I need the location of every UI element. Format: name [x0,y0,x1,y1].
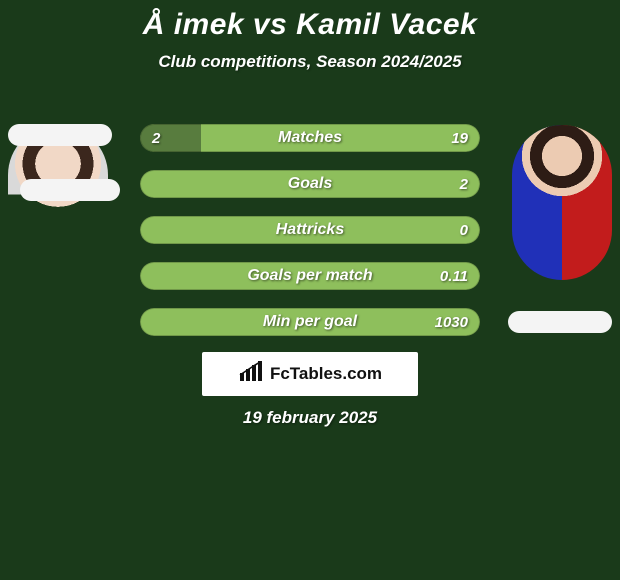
brand-text: FcTables.com [270,364,382,384]
stat-value-right: 0.11 [440,262,468,290]
stat-label: Goals per match [140,262,480,290]
date-label: 19 february 2025 [0,408,620,428]
comparison-card: Å imek vs Kamil Vacek Club competitions,… [0,0,620,580]
player-right-name-pill [508,311,612,333]
barchart-icon [238,361,264,388]
player-left-name-pill [8,124,112,146]
stat-bar: Goals per match0.11 [140,262,480,290]
stat-bar: Min per goal1030 [140,308,480,336]
stat-value-right: 19 [451,124,468,152]
stat-bar: Hattricks0 [140,216,480,244]
stat-value-right: 0 [460,216,468,244]
player-right-avatar [512,125,612,280]
stat-label: Hattricks [140,216,480,244]
stat-label: Goals [140,170,480,198]
stat-value-right: 2 [460,170,468,198]
page-title: Å imek vs Kamil Vacek [0,0,620,42]
stat-bar: Goals2 [140,170,480,198]
stat-bar: Matches2 19 [140,124,480,152]
stat-label: Min per goal [140,308,480,336]
avatar-placeholder-icon [512,125,612,280]
brand-badge: FcTables.com [202,352,418,396]
stat-label: Matches [140,124,480,152]
player-left-avatar [8,125,108,280]
stat-value-right: 1030 [435,308,468,336]
avatar-placeholder-icon [8,125,108,280]
page-subtitle: Club competitions, Season 2024/2025 [0,52,620,72]
player-left-name-pill-2 [20,179,120,201]
stat-bars: Matches219Goals2Hattricks0Goals per matc… [140,124,480,354]
stat-value-left: 2 [152,124,160,152]
